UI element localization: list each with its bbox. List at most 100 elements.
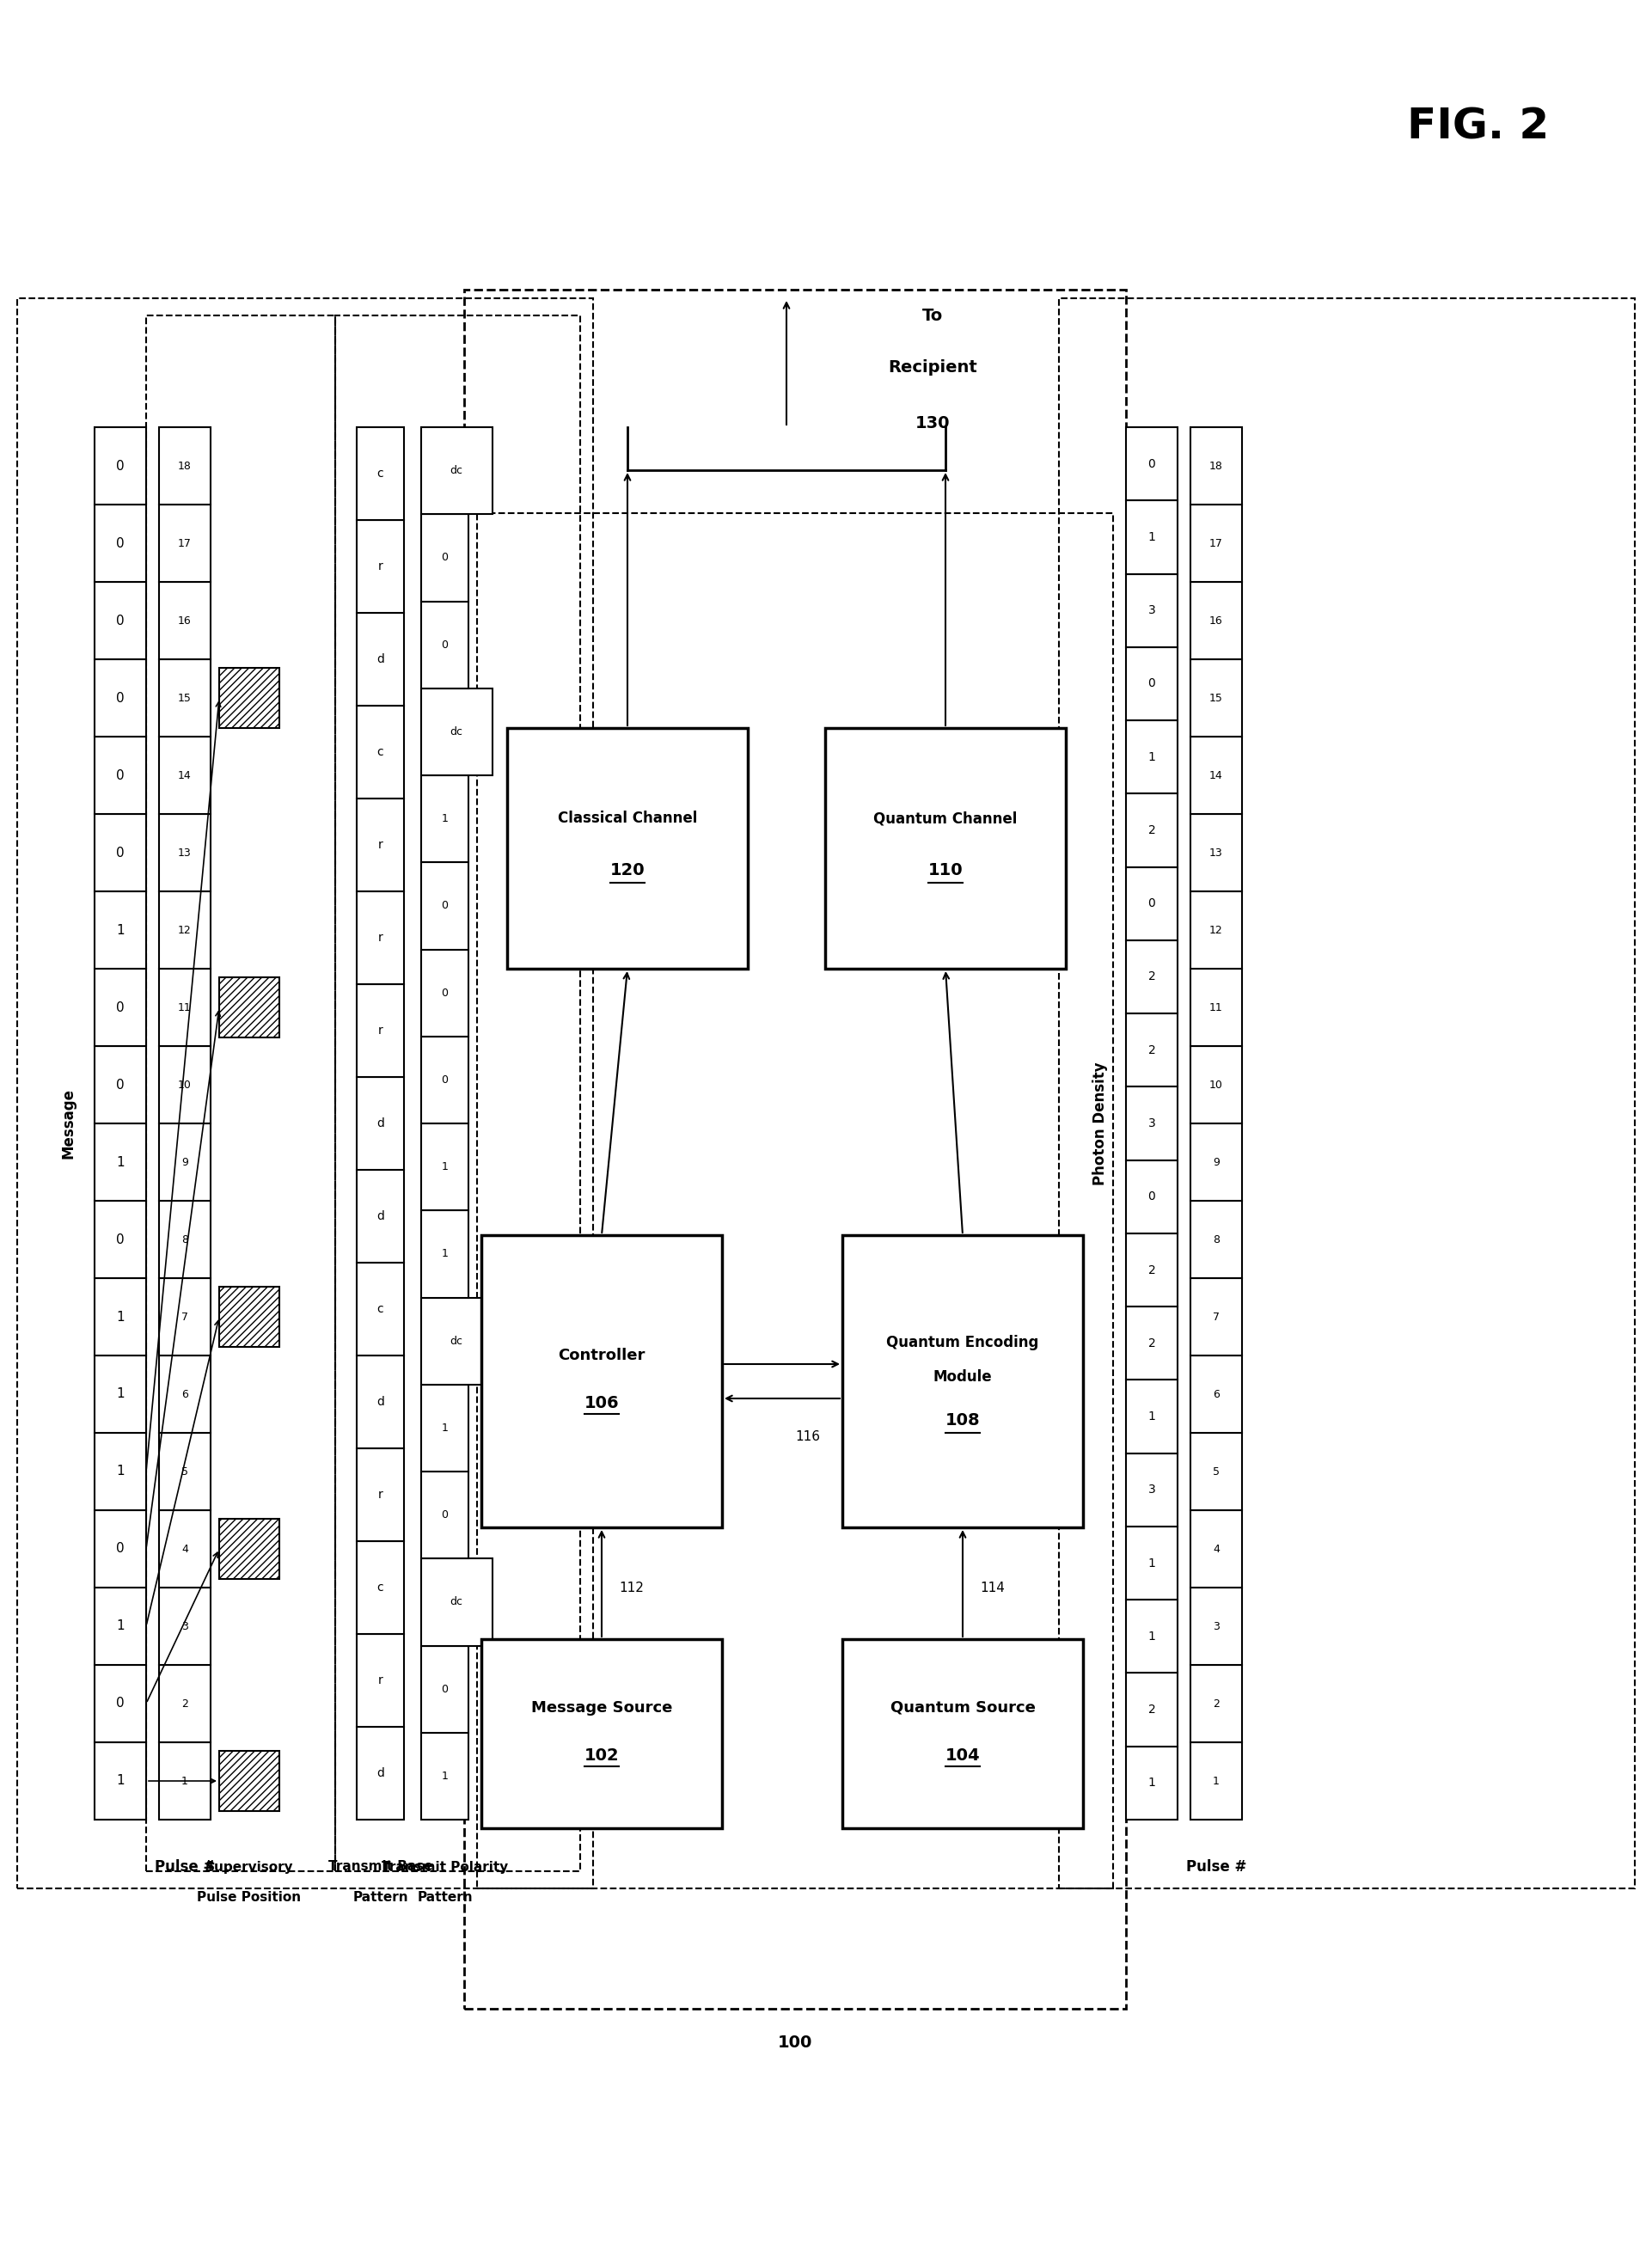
Bar xyxy=(1127,1307,1178,1380)
Text: 14: 14 xyxy=(1209,770,1222,781)
Text: 1: 1 xyxy=(441,813,448,824)
Bar xyxy=(477,513,1113,1888)
Bar xyxy=(1191,813,1242,892)
Text: 104: 104 xyxy=(945,1748,980,1763)
Text: 10: 10 xyxy=(178,1079,192,1091)
Bar xyxy=(159,1124,210,1201)
Bar xyxy=(94,969,145,1045)
Bar xyxy=(94,1045,145,1124)
Text: 7: 7 xyxy=(1213,1312,1219,1323)
Bar xyxy=(1191,736,1242,813)
Bar xyxy=(421,948,469,1036)
Text: 11: 11 xyxy=(178,1003,192,1014)
Bar xyxy=(507,727,748,969)
Text: 5: 5 xyxy=(1213,1465,1219,1477)
Text: 16: 16 xyxy=(1209,614,1222,625)
Bar xyxy=(1191,659,1242,736)
Text: 100: 100 xyxy=(778,2034,813,2050)
Text: 14: 14 xyxy=(178,770,192,781)
Bar xyxy=(1127,867,1178,939)
Text: c: c xyxy=(377,467,383,479)
Text: r: r xyxy=(378,1488,383,1502)
Bar xyxy=(357,799,405,892)
Bar xyxy=(1127,1526,1178,1599)
Text: 0: 0 xyxy=(1148,1190,1155,1204)
Text: 1: 1 xyxy=(1213,1775,1219,1786)
Bar xyxy=(159,1201,210,1278)
Bar xyxy=(1127,1161,1178,1233)
Text: 0: 0 xyxy=(441,1684,448,1696)
Bar xyxy=(94,892,145,969)
Bar xyxy=(1191,892,1242,969)
Bar xyxy=(1059,298,1635,1888)
Bar xyxy=(159,1355,210,1434)
Bar xyxy=(843,1235,1084,1526)
Bar xyxy=(421,1036,469,1124)
Bar xyxy=(94,1743,145,1820)
Text: 2: 2 xyxy=(1148,971,1155,982)
Text: 0: 0 xyxy=(116,1233,124,1246)
Text: 1: 1 xyxy=(116,1775,124,1788)
Text: 120: 120 xyxy=(610,863,644,878)
Text: 0: 0 xyxy=(116,770,124,781)
Bar xyxy=(421,1646,469,1732)
Text: 0: 0 xyxy=(116,537,124,549)
Text: 6: 6 xyxy=(182,1389,188,1400)
Text: 17: 17 xyxy=(1209,537,1222,549)
Text: Photon Density: Photon Density xyxy=(1092,1061,1108,1185)
Text: 108: 108 xyxy=(945,1411,980,1427)
Text: Quantum Channel: Quantum Channel xyxy=(874,811,1018,826)
Bar xyxy=(357,707,405,799)
Bar xyxy=(220,668,279,727)
Text: c: c xyxy=(377,1581,383,1594)
Bar xyxy=(357,892,405,984)
Bar xyxy=(159,1743,210,1820)
Bar xyxy=(421,1210,469,1298)
Text: 0: 0 xyxy=(441,1508,448,1520)
Bar xyxy=(94,1278,145,1355)
Bar xyxy=(94,659,145,736)
Bar xyxy=(1191,1355,1242,1434)
Text: 130: 130 xyxy=(915,415,950,431)
Text: 1: 1 xyxy=(1148,531,1155,544)
Text: 13: 13 xyxy=(178,847,192,858)
Text: 0: 0 xyxy=(116,847,124,858)
Text: Supervisory: Supervisory xyxy=(205,1861,294,1874)
Text: 0: 0 xyxy=(441,901,448,912)
Text: Classical Channel: Classical Channel xyxy=(558,811,697,826)
Bar xyxy=(159,736,210,813)
Text: 2: 2 xyxy=(1213,1698,1219,1709)
Text: 12: 12 xyxy=(178,924,192,935)
Bar xyxy=(94,1664,145,1743)
Bar xyxy=(421,1558,492,1646)
Text: 0: 0 xyxy=(1148,677,1155,689)
Bar xyxy=(159,1587,210,1664)
Bar xyxy=(220,1750,279,1811)
Text: 1: 1 xyxy=(441,1249,448,1260)
Bar xyxy=(1127,1454,1178,1526)
Text: 2: 2 xyxy=(1148,1337,1155,1350)
Text: Pulse #: Pulse # xyxy=(155,1858,215,1874)
Bar xyxy=(159,659,210,736)
Bar xyxy=(357,1262,405,1355)
Text: r: r xyxy=(378,933,383,944)
Bar xyxy=(94,1511,145,1587)
Text: d: d xyxy=(377,1395,385,1409)
Text: 0: 0 xyxy=(116,458,124,472)
Text: 1: 1 xyxy=(441,1770,448,1782)
Bar xyxy=(421,427,492,515)
Bar xyxy=(1127,648,1178,720)
Text: 11: 11 xyxy=(1209,1003,1222,1014)
Bar xyxy=(1127,1086,1178,1161)
Text: c: c xyxy=(377,1303,383,1314)
Text: Transmit Polarity: Transmit Polarity xyxy=(382,1861,509,1874)
Text: 16: 16 xyxy=(178,614,192,625)
Bar xyxy=(421,774,469,863)
Text: 0: 0 xyxy=(441,639,448,650)
Text: 110: 110 xyxy=(928,863,963,878)
Bar xyxy=(159,583,210,659)
Text: 1: 1 xyxy=(1148,1411,1155,1423)
Bar xyxy=(94,1434,145,1511)
Text: 2: 2 xyxy=(1148,1264,1155,1276)
Text: 0: 0 xyxy=(1148,458,1155,470)
